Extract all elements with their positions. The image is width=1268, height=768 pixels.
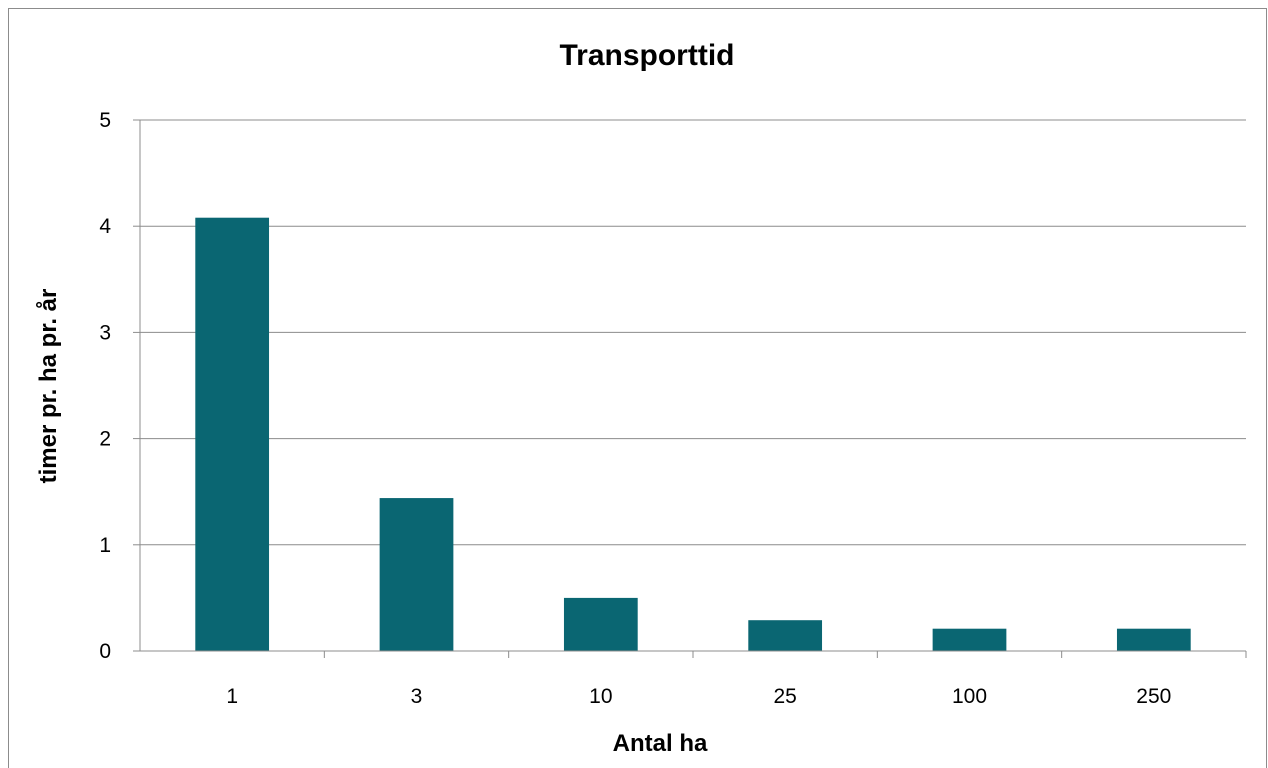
bar-1 (195, 217, 270, 652)
y-tick-label: 2 (99, 428, 111, 451)
bar-250 (1116, 628, 1191, 651)
bars (195, 217, 1191, 652)
y-tick-label: 1 (99, 534, 111, 557)
x-tick-label: 3 (411, 685, 423, 708)
bar-10 (563, 597, 638, 651)
x-tick-label: 1 (226, 685, 238, 708)
chart-title: Transporttid (559, 39, 734, 72)
y-tick-label: 0 (99, 640, 111, 663)
x-tick-label: 250 (1136, 685, 1171, 708)
y-tick-label: 3 (99, 321, 111, 344)
bar-3 (379, 498, 454, 651)
y-tick-label: 4 (99, 215, 111, 238)
bar-100 (932, 628, 1007, 651)
x-tick-label: 10 (589, 685, 612, 708)
y-axis-ticks: 0 1 2 3 4 5 (99, 109, 140, 663)
y-axis-title: timer pr. ha pr. år (35, 289, 62, 484)
x-axis-ticks: 1 3 10 25 100 250 (226, 651, 1247, 708)
x-tick-label: 100 (952, 685, 987, 708)
y-tick-label: 5 (99, 109, 111, 132)
x-axis-title: Antal ha (613, 730, 708, 757)
gridlines (140, 119, 1246, 546)
x-tick-label: 25 (773, 685, 796, 708)
bar-25 (748, 620, 823, 651)
